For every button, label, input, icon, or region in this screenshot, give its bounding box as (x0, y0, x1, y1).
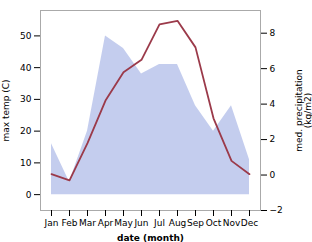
svg-text:40: 40 (20, 63, 32, 73)
svg-text:8: 8 (270, 28, 276, 38)
svg-text:Apr: Apr (98, 218, 114, 228)
svg-text:Jan: Jan (44, 218, 59, 228)
svg-text:Feb: Feb (62, 218, 78, 228)
svg-text:20: 20 (20, 126, 32, 136)
svg-text:30: 30 (20, 94, 32, 104)
svg-text:max temp (C): max temp (C) (1, 79, 11, 141)
svg-text:May: May (114, 218, 133, 228)
svg-text:Oct: Oct (206, 218, 222, 228)
svg-text:Jul: Jul (153, 218, 165, 228)
svg-text:Aug: Aug (169, 218, 187, 228)
svg-text:Jun: Jun (133, 218, 148, 228)
svg-text:Sep: Sep (187, 218, 204, 228)
svg-text:2: 2 (270, 134, 276, 144)
svg-text:med. precipitation(kg/m2): med. precipitation(kg/m2) (294, 69, 312, 151)
svg-text:Nov: Nov (223, 218, 241, 228)
svg-text:4: 4 (270, 99, 276, 109)
svg-text:−2: −2 (270, 205, 283, 215)
svg-text:date (month): date (month) (117, 233, 184, 242)
svg-text:Dec: Dec (241, 218, 258, 228)
svg-text:50: 50 (20, 31, 32, 41)
svg-text:Mar: Mar (79, 218, 96, 228)
svg-text:6: 6 (270, 64, 276, 74)
svg-text:0: 0 (270, 170, 276, 180)
svg-text:0: 0 (26, 190, 32, 200)
svg-text:10: 10 (20, 158, 32, 168)
